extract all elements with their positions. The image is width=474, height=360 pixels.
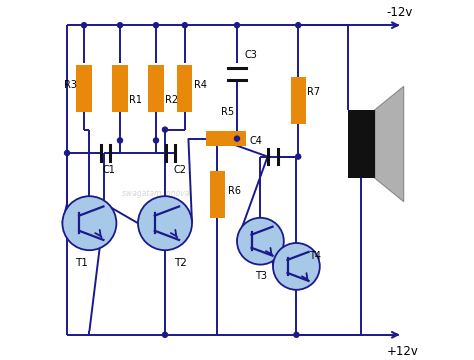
Circle shape [273, 243, 320, 290]
Text: R6: R6 [228, 186, 241, 197]
Bar [112, 65, 128, 112]
Text: T1: T1 [75, 258, 88, 269]
Circle shape [63, 196, 117, 250]
Circle shape [154, 138, 158, 143]
Circle shape [118, 23, 122, 28]
Text: R2: R2 [165, 95, 178, 105]
Bar [347, 110, 375, 178]
Circle shape [163, 332, 167, 337]
Circle shape [235, 23, 239, 28]
Circle shape [154, 23, 158, 28]
Text: T4: T4 [309, 251, 321, 261]
Text: swagatam innova: swagatam innova [122, 189, 189, 198]
Text: R5: R5 [221, 107, 234, 117]
Circle shape [182, 23, 187, 28]
Bar [177, 65, 192, 112]
Circle shape [296, 23, 301, 28]
Circle shape [296, 154, 301, 159]
Text: R3: R3 [64, 80, 77, 90]
Text: C4: C4 [250, 136, 263, 146]
Text: -12v: -12v [386, 6, 413, 19]
Polygon shape [375, 86, 404, 202]
Bar [210, 171, 225, 218]
Text: C1: C1 [102, 165, 115, 175]
Circle shape [118, 138, 122, 143]
Bar [291, 77, 306, 124]
Bar [206, 131, 246, 146]
Circle shape [235, 136, 239, 141]
Circle shape [64, 150, 70, 156]
Circle shape [237, 218, 284, 265]
Circle shape [163, 127, 167, 132]
Circle shape [294, 332, 299, 337]
Text: T3: T3 [255, 271, 267, 281]
Circle shape [82, 23, 87, 28]
Text: C3: C3 [244, 50, 257, 60]
Text: +12v: +12v [386, 345, 418, 357]
Bar [76, 65, 91, 112]
Text: R7: R7 [307, 87, 320, 98]
Text: R1: R1 [129, 95, 142, 105]
Text: R4: R4 [194, 80, 207, 90]
Text: C2: C2 [174, 165, 187, 175]
Text: T2: T2 [174, 258, 187, 269]
Bar [148, 65, 164, 112]
Circle shape [138, 196, 192, 250]
